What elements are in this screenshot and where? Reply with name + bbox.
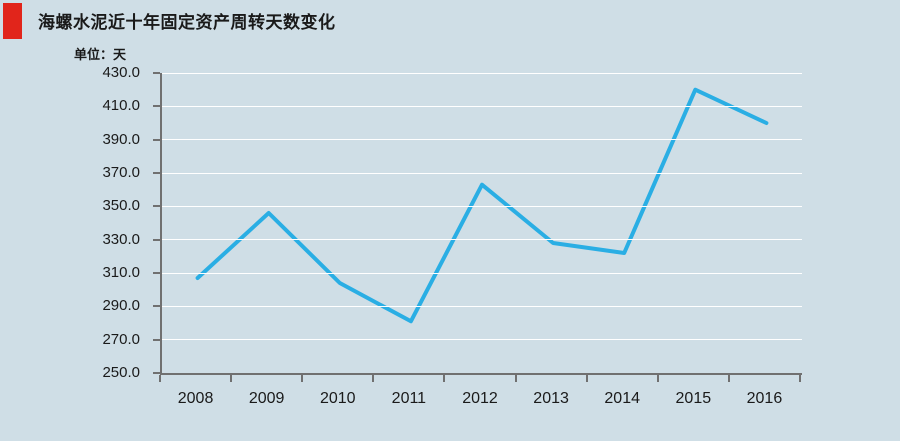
gridline xyxy=(162,139,802,141)
y-axis-tick-label: 410.0 xyxy=(102,97,140,115)
chart-title: 海螺水泥近十年固定资产周转天数变化 xyxy=(38,13,336,32)
x-axis-tick xyxy=(656,375,659,382)
x-axis-tick xyxy=(514,375,517,382)
y-axis-tick xyxy=(153,238,160,241)
gridline xyxy=(162,105,802,107)
x-axis-tick-label: 2009 xyxy=(248,390,285,407)
y-axis-tick-label: 350.0 xyxy=(102,197,140,215)
title-marker xyxy=(3,3,22,39)
y-axis-tick-label: 270.0 xyxy=(102,330,140,348)
x-axis-tick-label: 2014 xyxy=(604,390,640,407)
x-axis-tick xyxy=(372,375,375,382)
x-axis-tick-label: 2016 xyxy=(746,390,783,407)
x-axis-tick-label: 2011 xyxy=(391,390,427,407)
y-axis-tick-label: 430.0 xyxy=(102,64,140,81)
y-axis-tick xyxy=(153,138,160,141)
x-axis-tick xyxy=(230,375,233,382)
y-axis-tick xyxy=(153,172,160,174)
y-axis-tick-label: 250.0 xyxy=(102,364,140,381)
gridline xyxy=(162,172,802,174)
gridline xyxy=(162,205,802,207)
x-axis-tick xyxy=(799,375,801,382)
x-axis-tick-label: 2012 xyxy=(462,390,498,407)
line-series xyxy=(195,87,769,324)
y-axis-tick-label: 370.0 xyxy=(102,164,140,181)
x-axis-tick-label: 2013 xyxy=(533,390,569,407)
y-axis-tick xyxy=(153,372,160,374)
gridline xyxy=(162,339,802,341)
x-axis-tick xyxy=(727,375,730,382)
plot-area xyxy=(153,72,802,375)
gridline xyxy=(162,305,802,307)
y-axis-tick xyxy=(153,305,160,308)
x-axis-tick-label: 2010 xyxy=(319,390,356,407)
y-axis-tick-label: 330.0 xyxy=(102,230,140,248)
y-axis-tick xyxy=(153,272,160,274)
y-axis-tick-label: 390.0 xyxy=(102,130,140,148)
y-axis-unit-label: 单位：天 xyxy=(74,47,127,62)
y-axis-tick xyxy=(153,205,160,208)
y-axis-tick xyxy=(153,72,160,74)
x-axis-tick xyxy=(159,375,161,382)
gridline xyxy=(162,72,802,74)
y-axis-tick-label: 310.0 xyxy=(102,264,140,281)
gridline xyxy=(162,239,802,241)
y-axis-tick-label: 290.0 xyxy=(102,297,140,315)
x-axis-tick-label: 2015 xyxy=(675,390,712,407)
y-axis-tick xyxy=(153,338,160,341)
x-axis-tick xyxy=(301,375,304,382)
y-axis-tick xyxy=(153,105,160,108)
x-axis-tick xyxy=(443,375,446,382)
gridline xyxy=(162,272,802,274)
x-axis-tick xyxy=(585,375,588,382)
x-axis-tick-label: 2008 xyxy=(177,390,214,407)
